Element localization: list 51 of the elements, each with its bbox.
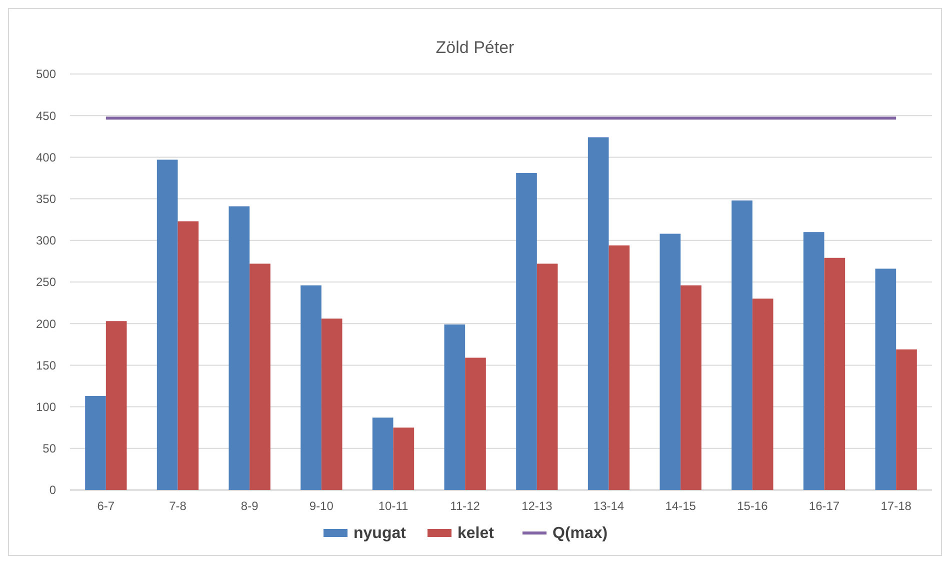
bar [393,428,414,490]
x-tick-label: 9-10 [309,499,334,513]
x-tick-label: 6-7 [97,499,115,513]
bar [300,285,322,490]
x-tick-label: 11-12 [450,499,480,513]
bar [106,321,127,490]
bar [680,285,702,490]
y-tick-label: 250 [36,275,56,290]
bar [156,160,178,490]
bar [85,396,106,490]
legend-label: nyugat [354,525,407,542]
x-tick-label: 7-8 [169,499,187,513]
bar [824,258,846,490]
y-tick-label: 450 [36,108,56,123]
bar [875,268,896,490]
x-tick-label: 12-13 [522,499,553,513]
y-tick-label: 350 [36,192,56,206]
bar [372,418,394,490]
y-tick-label: 100 [36,400,56,414]
x-tick-label: 15-16 [737,499,768,513]
y-tick-label: 50 [42,442,56,456]
y-tick-label: 200 [36,316,56,331]
bar [803,232,824,490]
x-tick-label: 10-11 [378,499,408,513]
legend-label: kelet [458,525,495,542]
y-tick-label: 300 [36,234,56,248]
bar [516,173,537,490]
bar [536,264,558,490]
bar [608,245,630,490]
legend-label: Q(max) [552,525,608,542]
x-tick-label: 16-17 [808,499,840,513]
bar [444,324,466,490]
bar [465,358,486,490]
bar [896,349,917,490]
bar [178,221,199,490]
bar [321,318,342,490]
bar [660,234,681,490]
y-tick-label: 500 [36,67,56,82]
bar [228,206,250,490]
x-tick-label: 14-15 [665,499,696,513]
y-tick-label: 0 [49,483,56,498]
x-tick-label: 17-18 [880,499,912,513]
bar [732,200,752,490]
y-tick-label: 400 [36,150,56,164]
bar [250,264,270,490]
x-tick-label: 13-14 [593,499,624,513]
bar [588,137,609,490]
x-tick-label: 8-9 [240,499,259,513]
chart-title: Zöld Péter [436,38,515,57]
bar [752,298,774,490]
y-tick-label: 150 [36,358,56,372]
